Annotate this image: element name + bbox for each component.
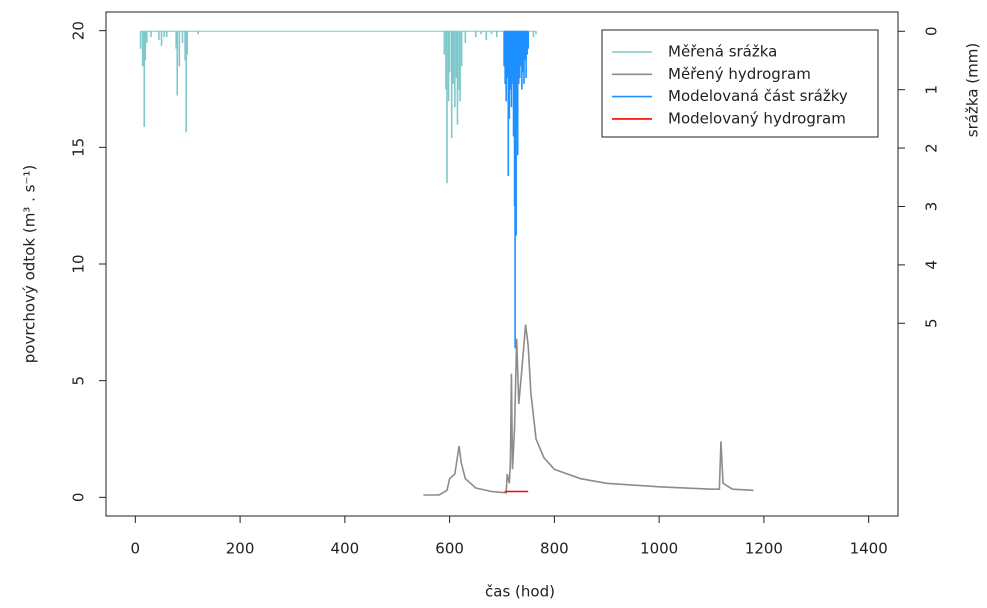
y-tick-label: 0 bbox=[70, 493, 88, 503]
x-axis-label: čas (hod) bbox=[485, 583, 555, 601]
x-tick-label: 800 bbox=[540, 540, 569, 558]
y2-tick-label: 4 bbox=[923, 260, 941, 270]
y2-tick-label: 1 bbox=[923, 85, 941, 95]
legend-label: Modelovaný hydrogram bbox=[668, 109, 846, 127]
legend-label: Měřený hydrogram bbox=[668, 65, 811, 83]
x-tick-label: 1200 bbox=[745, 540, 783, 558]
y2-tick-label: 2 bbox=[923, 143, 941, 153]
y-tick-label: 20 bbox=[70, 21, 88, 40]
x-tick-label: 600 bbox=[435, 540, 464, 558]
y-axis-label: povrchový odtok (m³ . s⁻¹) bbox=[21, 165, 39, 363]
y-tick-label: 10 bbox=[70, 254, 88, 273]
legend-label: Modelovaná část srážky bbox=[668, 87, 848, 105]
y2-tick-label: 5 bbox=[923, 319, 941, 329]
x-tick-label: 200 bbox=[226, 540, 255, 558]
y2-tick-label: 3 bbox=[923, 202, 941, 212]
legend-label: Měřená srážka bbox=[668, 43, 777, 61]
y2-axis-label: srážka (mm) bbox=[964, 43, 982, 137]
x-tick-label: 400 bbox=[331, 540, 360, 558]
y-tick-label: 15 bbox=[70, 138, 88, 157]
x-tick-label: 1400 bbox=[850, 540, 888, 558]
x-tick-label: 0 bbox=[131, 540, 141, 558]
y-tick-label: 5 bbox=[70, 376, 88, 386]
hydrograph-line bbox=[423, 324, 754, 496]
x-tick-label: 1000 bbox=[640, 540, 678, 558]
y2-tick-label: 0 bbox=[923, 26, 941, 36]
